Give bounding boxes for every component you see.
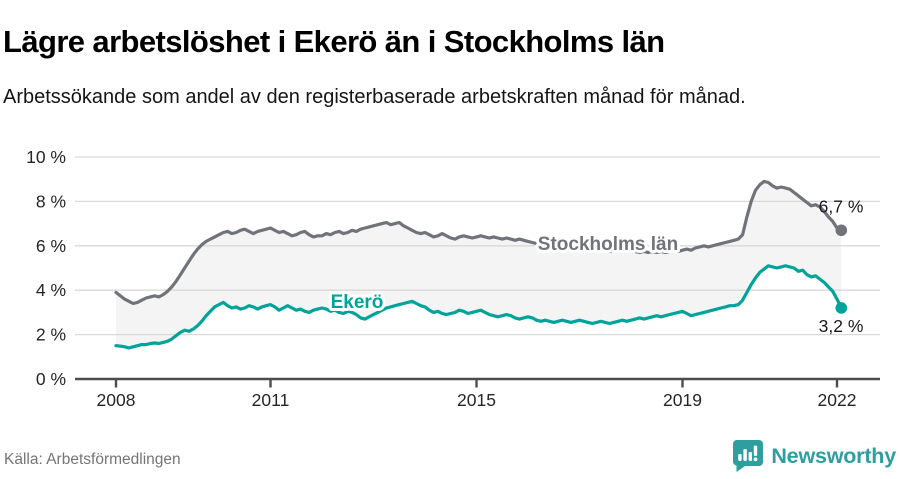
y-tick-label: 2 % bbox=[36, 325, 66, 345]
source-note: Källa: Arbetsförmedlingen bbox=[4, 451, 181, 468]
newsworthy-logo-icon bbox=[733, 440, 764, 472]
x-tick-label: 2022 bbox=[818, 390, 857, 410]
x-tick-label: 2011 bbox=[252, 390, 290, 410]
page-subtitle: Arbetssökande som andel av den registerb… bbox=[3, 86, 746, 108]
y-tick-label: 10 % bbox=[26, 147, 66, 167]
end-value-label-stockholms-l-n: 6,7 % bbox=[819, 196, 864, 216]
series-line-stockholms-l-n bbox=[114, 179, 843, 306]
area-between-series bbox=[116, 181, 842, 348]
x-tick-label: 2008 bbox=[97, 390, 136, 410]
y-tick-label: 8 % bbox=[36, 191, 66, 211]
brand-name: Newsworthy bbox=[771, 443, 896, 468]
series-label-stockholms-l-n: Stockholms län bbox=[538, 234, 678, 255]
y-tick-label: 4 % bbox=[36, 280, 66, 300]
series-end-dot-eker- bbox=[835, 302, 848, 314]
series-line-eker- bbox=[114, 264, 843, 350]
brand-logo: Newsworthy bbox=[732, 438, 896, 474]
page-title: Lägre arbetslöshet i Ekerö än i Stockhol… bbox=[3, 23, 665, 59]
end-value-label-eker-: 3,2 % bbox=[819, 316, 864, 336]
x-tick-label: 2019 bbox=[663, 390, 702, 410]
y-tick-label: 6 % bbox=[36, 236, 66, 256]
series-label-eker-: Ekerö bbox=[331, 292, 384, 313]
y-tick-label: 0 % bbox=[36, 369, 66, 389]
series-end-dot-stockholms-l-n bbox=[835, 224, 848, 237]
x-tick-label: 2015 bbox=[457, 390, 496, 410]
